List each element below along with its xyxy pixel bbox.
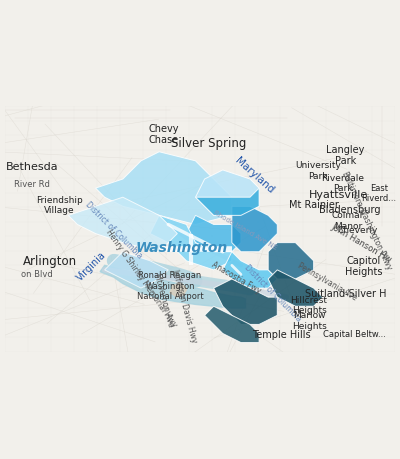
Text: Maryland: Maryland [233,155,276,195]
Text: Marlow
Heights: Marlow Heights [292,310,326,330]
Text: Pennsylvania Ave: Pennsylvania Ave [296,261,358,302]
Polygon shape [214,280,277,325]
Text: Suitland-Silver H: Suitland-Silver H [305,288,386,298]
Text: Virginia: Virginia [74,249,108,282]
Polygon shape [170,284,186,297]
Polygon shape [105,252,168,288]
Text: Hyattsville: Hyattsville [308,190,368,200]
Text: Chevy
Chase: Chevy Chase [148,123,179,145]
Text: River Rd: River Rd [14,179,50,189]
Polygon shape [196,171,259,216]
Text: District of Columbia: District of Columbia [84,199,144,260]
Polygon shape [100,266,246,308]
Polygon shape [68,198,177,252]
Text: Hillcrest
Heights: Hillcrest Heights [290,295,328,314]
Polygon shape [268,270,323,307]
Polygon shape [268,243,314,280]
Text: Arlington: Arlington [23,255,77,268]
Text: Jefferson Davis Hwy: Jefferson Davis Hwy [170,267,199,343]
Text: Cheverly: Cheverly [337,226,378,235]
Text: Capital Beltw...: Capital Beltw... [323,329,386,338]
Text: Mt Rainier: Mt Rainier [289,200,338,210]
Polygon shape [223,252,277,288]
Text: Henry G Shirley Memorial Hwy: Henry G Shirley Memorial Hwy [104,227,178,328]
Text: John Hanson Hw: John Hanson Hw [329,222,393,264]
Text: Silver Spring: Silver Spring [172,137,247,150]
Polygon shape [150,216,232,270]
Text: Mt Vernon Ave: Mt Vernon Ave [152,272,175,327]
Text: Rhode Island Ave NE: Rhode Island Ave NE [213,209,278,250]
Text: Langley
Park: Langley Park [326,145,365,166]
Polygon shape [204,307,259,343]
Text: District of Columbia: District of Columbia [242,263,303,323]
Polygon shape [232,207,277,252]
Polygon shape [186,216,241,252]
Text: Anacostia Fwy: Anacostia Fwy [210,260,262,295]
Text: on Blvd: on Blvd [21,269,52,279]
Text: Ronald Reagan
Washington
National Airport: Ronald Reagan Washington National Airpor… [137,271,203,301]
Polygon shape [196,189,259,216]
Text: East
Riverd...: East Riverd... [362,184,397,203]
Text: Bethesda: Bethesda [6,162,58,172]
Text: Colmar
Manor: Colmar Manor [332,211,364,230]
Polygon shape [96,152,232,225]
Text: Temple Hills: Temple Hills [252,330,311,340]
Text: Bladensburg: Bladensburg [319,205,381,214]
Text: University
Park: University Park [295,161,341,180]
Text: Riverdale
Park: Riverdale Park [321,174,364,193]
Text: Washington: Washington [136,241,228,255]
Text: Baltimore-Washington Pkwy: Baltimore-Washington Pkwy [340,170,393,271]
Text: Friendship
Village: Friendship Village [36,196,82,215]
Text: Capitol
Heights: Capitol Heights [345,255,382,276]
